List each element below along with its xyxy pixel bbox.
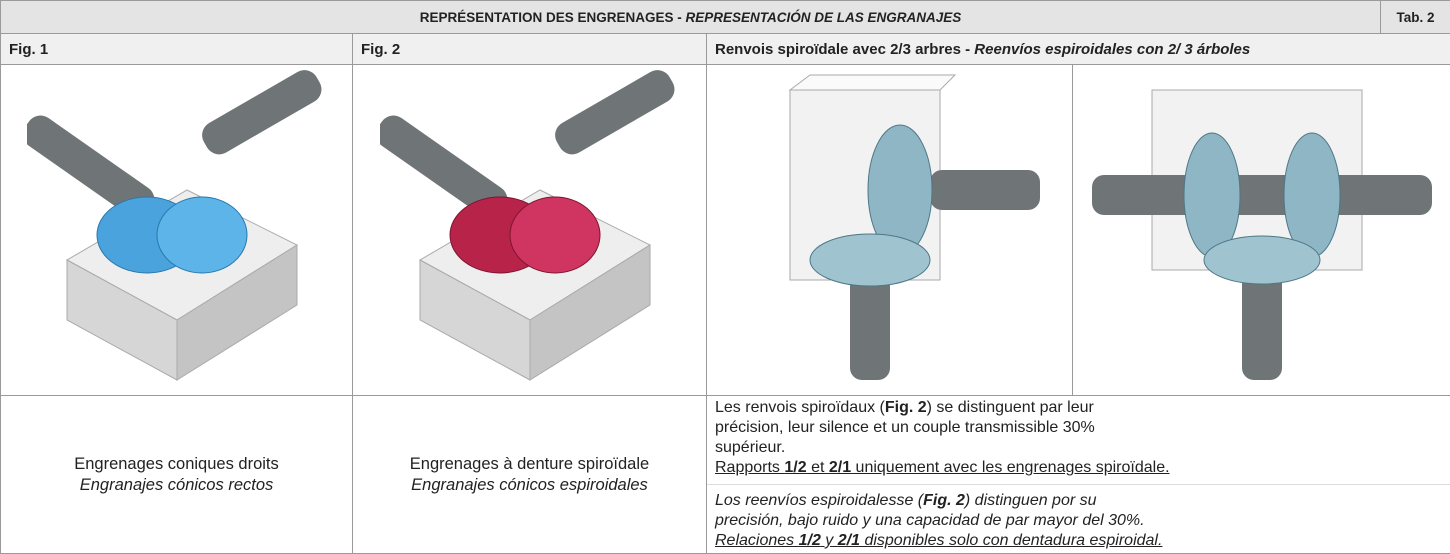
text: 2/1 <box>829 459 851 476</box>
text: Fig. 2 <box>885 399 927 416</box>
text: 1/2 <box>784 459 806 476</box>
caption-fr: Engrenages à denture spiroïdale <box>361 454 698 475</box>
text: 1/2 <box>799 532 821 549</box>
column-row: Fig. 1 Fig. 2 Renvois spiroïdale avec 2/… <box>1 34 1450 65</box>
title-fr: REPRÉSENTATION DES ENGRENAGES - <box>420 10 682 25</box>
image-cell <box>1073 65 1450 396</box>
description-fr: Les renvois spiroïdaux (Fig. 2) se disti… <box>715 398 1145 458</box>
text: Los reenvíos espiroidalesse ( <box>715 492 923 509</box>
fig1-header: Fig. 1 <box>1 34 353 65</box>
page: REPRÉSENTATION DES ENGRENAGES - REPRESEN… <box>0 0 1450 528</box>
image-row <box>1 65 1450 396</box>
title-cell: REPRÉSENTATION DES ENGRENAGES - REPRESEN… <box>1 1 1381 34</box>
tab-label: Tab. 2 <box>1381 1 1450 34</box>
image-cell <box>1 65 353 396</box>
caption-fr: Engrenages coniques droits <box>9 454 344 475</box>
shafts-header: Renvois spiroïdale avec 2/3 arbres - Ree… <box>707 34 1450 65</box>
text: Relaciones <box>715 532 799 549</box>
image-cell <box>707 65 1073 396</box>
caption-es: Engranajes cónicos rectos <box>80 476 274 494</box>
note-es: Relaciones 1/2 y 2/1 disponibles solo co… <box>715 531 1442 551</box>
text: Fig. 2 <box>923 492 965 509</box>
note-fr: Rapports 1/2 et 2/1 uniquement avec les … <box>715 458 1442 478</box>
fig2-header: Fig. 2 <box>353 34 707 65</box>
title-es: REPRESENTACIÓN DE LAS ENGRANAJES <box>686 10 962 25</box>
gear-image <box>27 70 327 390</box>
image-cell <box>353 65 707 396</box>
text: Les renvois spiroïdaux ( <box>715 399 885 416</box>
gear-image <box>1082 70 1442 390</box>
description-es: Los reenvíos espiroidalesse (Fig. 2) dis… <box>715 491 1155 531</box>
shafts-fr: Renvois spiroïdale avec 2/3 arbres - <box>715 41 970 58</box>
text: et <box>807 459 829 476</box>
text: disponibles solo con dentadura espiroida… <box>860 532 1162 549</box>
text: Rapports <box>715 459 784 476</box>
text: 2/1 <box>838 532 860 549</box>
shafts-es: Reenvíos espiroidales con 2/ 3 árboles <box>974 41 1250 58</box>
gear-image <box>380 70 680 390</box>
title-row: REPRÉSENTATION DES ENGRENAGES - REPRESEN… <box>1 1 1450 34</box>
description-cell: Les renvois spiroïdaux (Fig. 2) se disti… <box>707 396 1450 554</box>
caption-es: Engranajes cónicos espiroidales <box>411 476 648 494</box>
text: y <box>821 532 838 549</box>
separator <box>707 484 1450 485</box>
text: uniquement avec les engrenages spiroïdal… <box>851 459 1169 476</box>
gear-image <box>740 70 1040 390</box>
